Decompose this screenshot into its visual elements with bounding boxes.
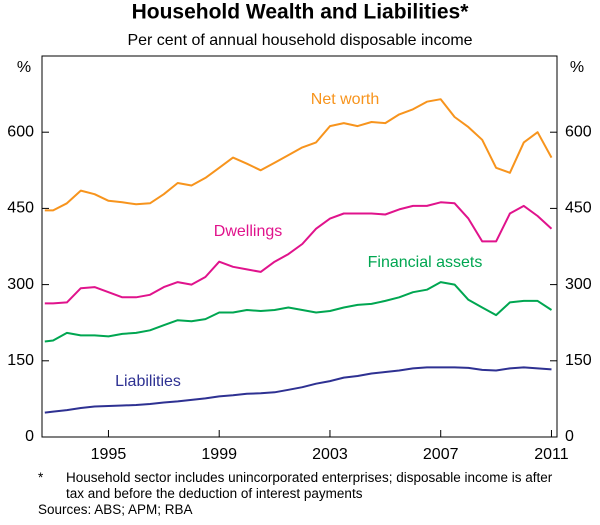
x-tick-label: 1995 xyxy=(91,446,127,463)
chart-subtitle: Per cent of annual household disposable … xyxy=(127,32,472,49)
y-tick-label: 450 xyxy=(7,200,34,217)
footnote-mark: * xyxy=(38,470,44,485)
series-label: Dwellings xyxy=(214,223,282,240)
y2-tick-label: 150 xyxy=(565,352,592,369)
y-axis-label: % xyxy=(17,59,31,76)
series-label: Financial assets xyxy=(368,254,483,271)
x-tick-label: 2003 xyxy=(312,446,348,463)
footer: * Household sector includes unincorporat… xyxy=(0,470,600,518)
y-tick-label: 300 xyxy=(7,276,34,293)
chart-title: Household Wealth and Liabilities* xyxy=(132,1,470,24)
footnote: Household sector includes unincorporated… xyxy=(66,470,553,501)
series-line xyxy=(44,281,553,343)
x-tick-label: 2011 xyxy=(534,446,569,463)
sources: Sources: ABS; APM; RBA xyxy=(38,502,193,517)
y2-tick-label: 300 xyxy=(565,276,592,293)
y-tick-label: 600 xyxy=(7,123,34,140)
y2-tick-label: 0 xyxy=(565,428,574,445)
y2-tick-label: 600 xyxy=(565,123,592,140)
chart: Household Wealth and Liabilities* Per ce… xyxy=(7,1,592,464)
series-line xyxy=(44,366,552,414)
x-tick-label: 2007 xyxy=(423,446,459,463)
footnote-row: * Household sector includes unincorporat… xyxy=(0,470,600,502)
series-label: Liabilities xyxy=(115,373,181,390)
y2-axis-label: % xyxy=(570,59,584,76)
y2-tick-label: 450 xyxy=(565,200,592,217)
series-line xyxy=(44,201,553,305)
y-tick-label: 0 xyxy=(25,428,34,445)
plot-frame xyxy=(41,55,558,438)
y-tick-label: 150 xyxy=(7,352,34,369)
x-tick-label: 1999 xyxy=(201,446,237,463)
series-label: Net worth xyxy=(311,91,379,108)
series-line xyxy=(44,98,553,212)
